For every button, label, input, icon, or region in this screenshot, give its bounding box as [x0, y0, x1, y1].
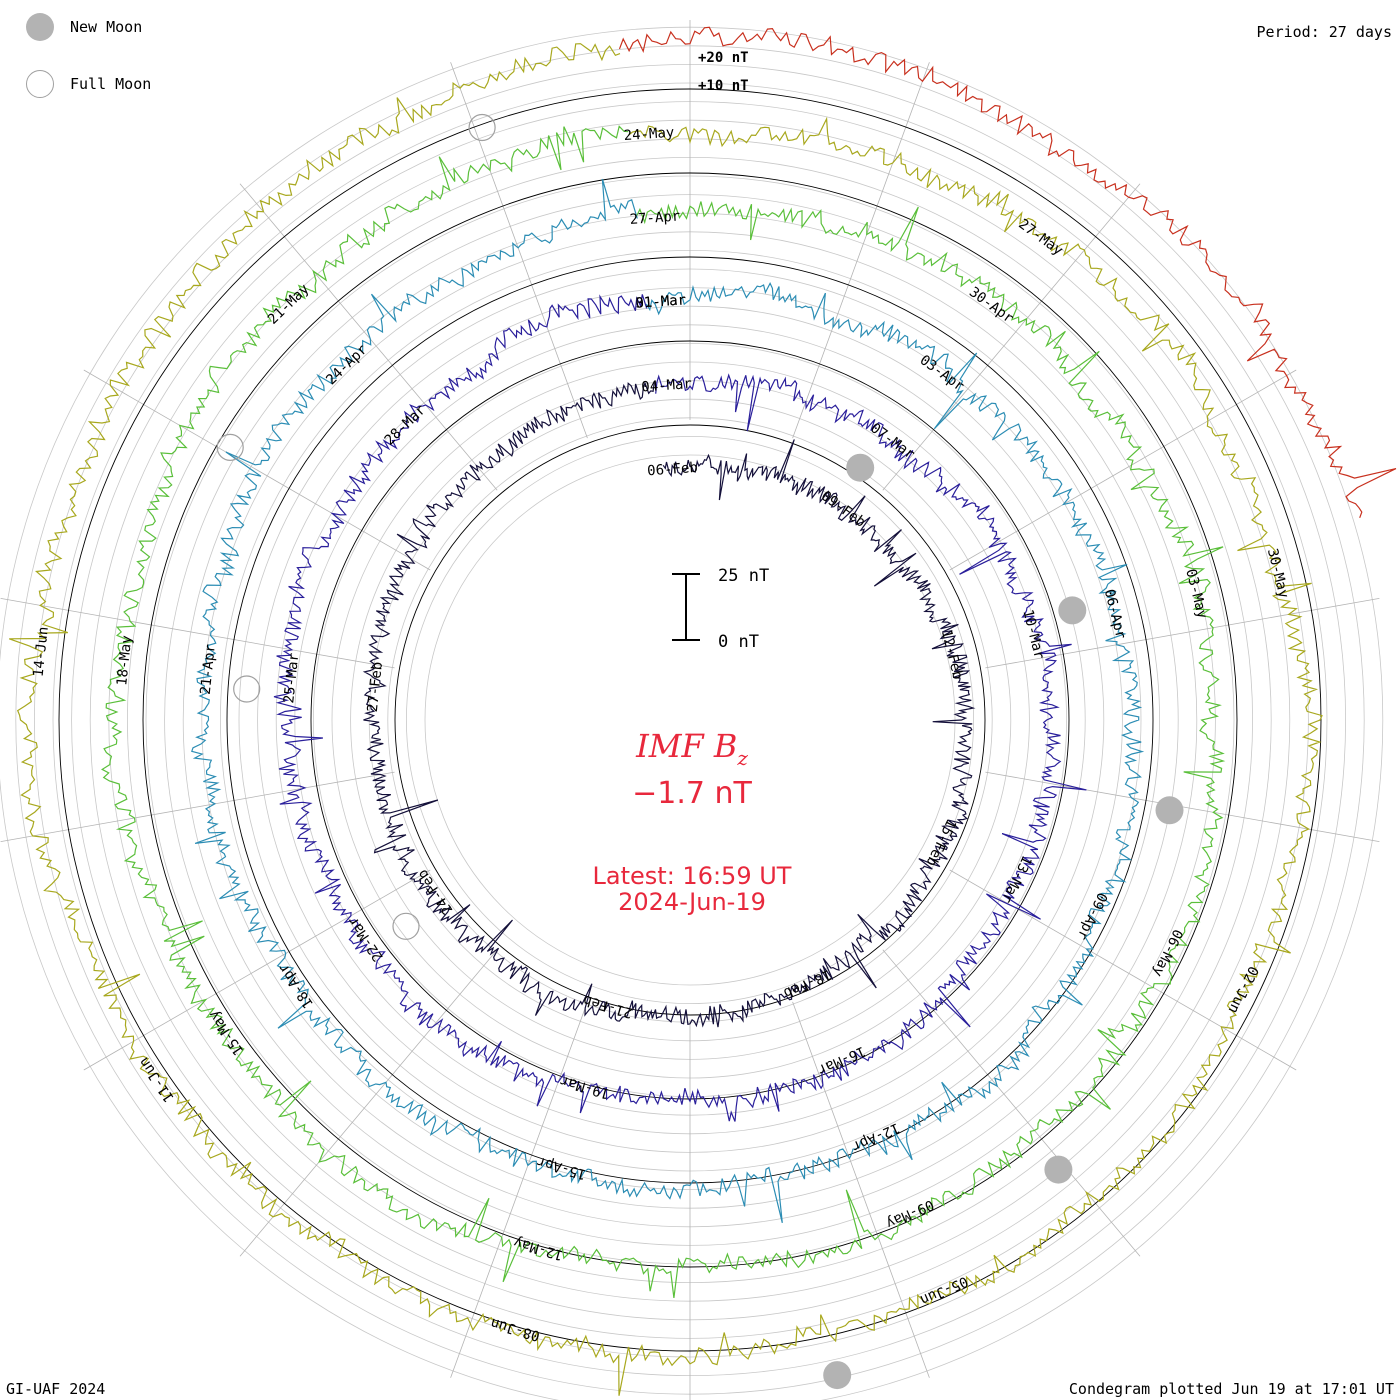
date-tick-label: 14-Jun [31, 626, 52, 678]
new-moon-marker [1044, 1155, 1073, 1184]
date-tick-label: 25-Mar [281, 652, 302, 704]
grid-ring [387, 417, 993, 1023]
date-tick-label: 24-Apr [323, 342, 370, 389]
full-moon-marker [233, 675, 261, 703]
date-tick-label: 19-Mar [558, 1072, 611, 1101]
footer-plot-time: Condegram plotted Jun 19 at 17:01 UT [1068, 1380, 1394, 1398]
top-scale-label: +10 nT [698, 78, 749, 94]
series-line-rotation-0 [362, 381, 976, 1028]
full-moon-marker [216, 433, 244, 461]
series-line-rotation-2 [191, 178, 1145, 1224]
period-label: Period: 27 days [1256, 23, 1392, 41]
scale-bar-top-label: 25 nT [718, 566, 769, 586]
date-tick-label: 03-May [1182, 567, 1210, 620]
spoke [450, 1001, 588, 1378]
legend-full-moon-label: Full Moon [70, 75, 152, 93]
spoke [450, 62, 588, 439]
top-scale-labels: +20 nT +10 nT [698, 50, 749, 94]
spoke [239, 949, 498, 1257]
spoke [882, 183, 1141, 491]
date-tick-label: 15-Feb [923, 816, 960, 868]
series-line-rotation-5 [618, 26, 1397, 519]
date-tick-label: 06-Feb [647, 460, 699, 479]
readout-latest-time: Latest: 16:59 UT [593, 862, 792, 890]
spoke [0, 598, 395, 669]
date-tick-label: 09-Feb [818, 488, 868, 531]
new-moon-marker [823, 1361, 852, 1390]
legend-new-moon: New Moon [26, 13, 142, 41]
date-tick-label: 24-May [623, 125, 675, 144]
readout-value: −1.7 nT [632, 776, 752, 811]
date-tick-label: 27-Apr [629, 208, 681, 227]
moon-phase-markers [216, 113, 1184, 1390]
date-tick-label: 09-May [883, 1196, 936, 1231]
grid-ring [294, 324, 1086, 1116]
date-tick-label: 16-Mar [815, 1043, 868, 1078]
spoke [0, 771, 395, 842]
new-moon-marker [1058, 596, 1087, 625]
date-tick-label: 31-Mar [635, 292, 687, 311]
series-line-rotation-1 [273, 294, 1087, 1122]
date-tick-label: 12-Apr [849, 1119, 902, 1154]
grid-ring [405, 435, 975, 1005]
spoke [83, 369, 431, 571]
date-tick-label: 12-May [512, 1234, 565, 1263]
new-moon-marker [846, 453, 875, 482]
new-moon-marker [1155, 796, 1184, 825]
date-tick-label: 02-Jun [1225, 963, 1262, 1015]
spoke [792, 1001, 930, 1378]
date-tick-label: 28-Mar [382, 402, 429, 449]
date-tick-label: 27-Feb [365, 661, 386, 713]
series-line-rotation-4 [9, 43, 1323, 1396]
zero-circle [58, 88, 1322, 1352]
date-tick-label: 21-May [265, 281, 312, 328]
full-moon-marker [392, 912, 420, 940]
date-tick-label: 27-May [1015, 216, 1065, 259]
date-tick-label: 09-Apr [1074, 890, 1111, 942]
footer-credit: GI-UAF 2024 [6, 1380, 106, 1398]
top-scale-label: +20 nT [698, 50, 749, 66]
spoke [985, 598, 1380, 669]
date-tick-label: 18-May [114, 635, 135, 687]
date-tick-label: 21-Feb [581, 991, 634, 1020]
spoke [792, 62, 930, 439]
readout-latest-date: 2024-Jun-19 [618, 888, 766, 916]
zero-circle [394, 424, 986, 1016]
full-moon-marker [468, 113, 496, 142]
spoke [882, 949, 1141, 1257]
center-readout: IMF Bz −1.7 nT Latest: 16:59 UT 2024-Jun… [593, 727, 792, 916]
readout-title: IMF Bz [635, 727, 748, 770]
grid-ring [368, 398, 1012, 1042]
grid-ring [350, 380, 1030, 1060]
date-tick-label: 05-Jun [918, 1273, 971, 1308]
spoke [949, 369, 1297, 571]
full-moon-icon [26, 70, 54, 98]
date-tick-label: 06-May [1149, 927, 1186, 979]
date-tick-label: 13-Mar [998, 853, 1035, 905]
date-tick-label: 21-Apr [198, 643, 219, 695]
day-spokes [0, 20, 1380, 1400]
spoke [239, 183, 498, 491]
date-tick-label: 30-Apr [966, 284, 1016, 327]
zero-reference-circles [58, 88, 1322, 1352]
new-moon-icon [26, 13, 54, 41]
date-tick-label: 04-Mar [641, 376, 693, 395]
date-tick-label: 07-Mar [867, 420, 917, 463]
zero-circle [310, 340, 1070, 1100]
zero-circle [226, 256, 1154, 1184]
date-tick-label: 12-Feb [938, 628, 966, 681]
legend-full-moon: Full Moon [26, 70, 151, 98]
scale-bar-bottom-label: 0 nT [718, 632, 759, 652]
scale-bar: 25 nT 0 nT [672, 566, 769, 652]
zero-circle [142, 172, 1238, 1268]
spoke [83, 869, 431, 1071]
date-tick-label: 08-Jun [489, 1314, 542, 1343]
date-tick-label: 18-Feb [781, 966, 834, 1001]
date-tick-label: 01-Mar [635, 292, 687, 311]
legend-new-moon-label: New Moon [70, 18, 143, 36]
date-tick-label: 06-Apr [1101, 588, 1129, 641]
series-line-rotation-3 [101, 125, 1226, 1298]
imf-bz-series [9, 26, 1397, 1396]
